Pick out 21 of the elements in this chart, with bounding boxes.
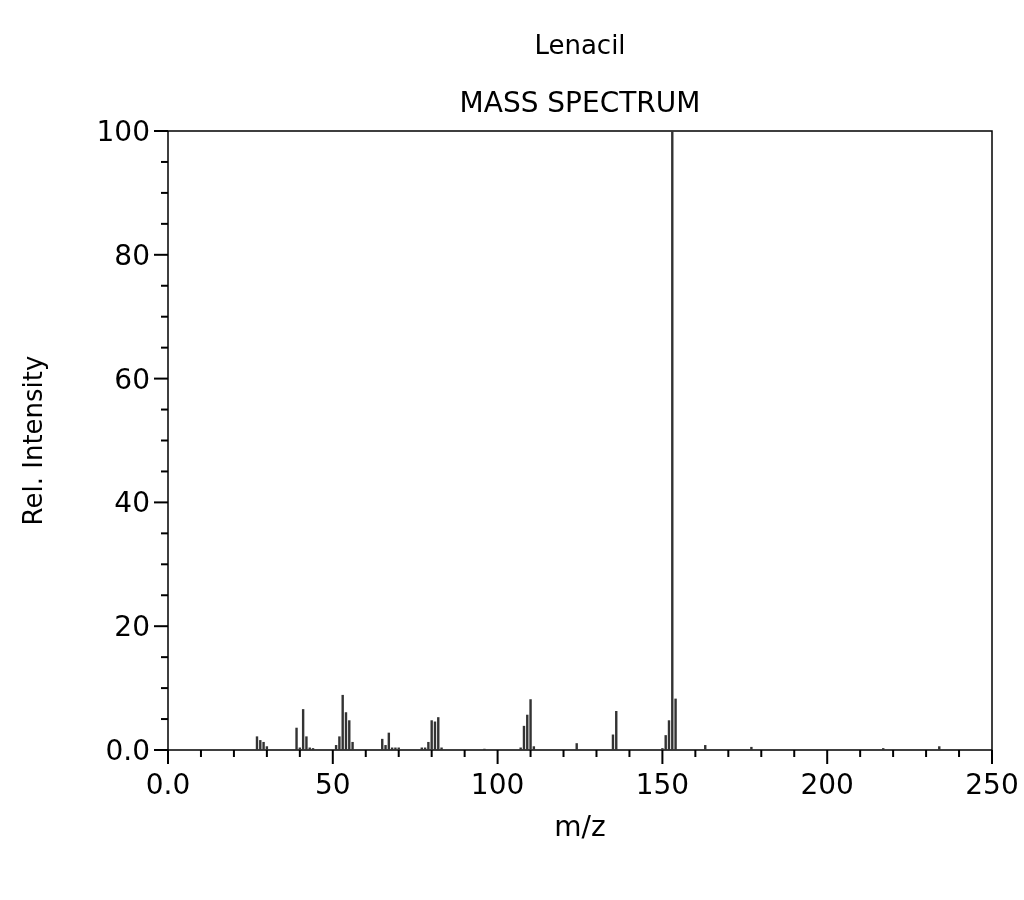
y-tick-label: 0.0 [105,734,150,767]
x-tick-label: 100 [470,768,525,801]
y-axis-title: Rel. Intensity [18,355,48,526]
y-tick-label: 40 [114,486,150,520]
x-tick-label: 200 [800,768,854,801]
y-tick-label: 20 [114,610,150,644]
x-tick-label: 50 [314,768,351,801]
bar [750,746,753,750]
x-tick-label: 150 [635,768,690,801]
bar [430,720,433,750]
y-tick-label: 80 [114,238,150,272]
y-tick-label: 60 [114,362,150,396]
bar [295,727,298,750]
bar [529,699,532,750]
chart-subtitle: MASS SPECTRUM [459,86,701,119]
y-tick-label: 100 [96,115,150,148]
x-axis-title: m/z [554,810,606,843]
x-tick-label: 0.0 [145,768,191,801]
x-tick-label: 250 [965,768,1019,801]
bar [341,694,344,750]
chart-title: Lenacil [534,30,626,60]
